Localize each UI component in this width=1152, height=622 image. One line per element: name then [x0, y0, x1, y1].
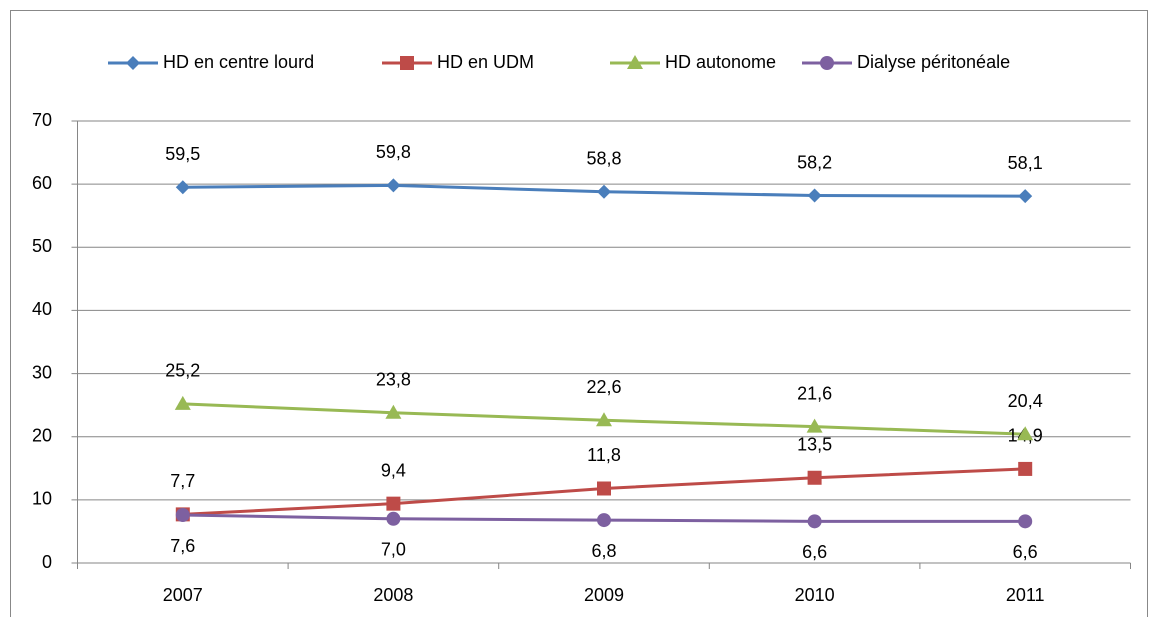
y-tick-label: 70: [32, 110, 52, 130]
data-point: [175, 508, 190, 523]
legend-label: HD en centre lourd: [163, 52, 314, 72]
y-tick-label: 40: [32, 299, 52, 319]
data-label: 7,7: [170, 471, 195, 491]
data-label: 58,2: [797, 152, 832, 172]
data-point: [596, 412, 612, 427]
data-point: [1017, 426, 1034, 441]
y-tick-label: 0: [42, 552, 52, 572]
data-label: 25,2: [165, 361, 200, 381]
data-point: [386, 178, 401, 193]
y-tick-label: 20: [32, 425, 52, 445]
data-point: [385, 404, 402, 419]
data-point: [597, 481, 611, 496]
data-label: 59,5: [165, 144, 200, 164]
data-label: 58,8: [586, 148, 621, 168]
data-label: 59,8: [376, 142, 411, 162]
data-label: 7,6: [170, 536, 195, 556]
data-label: 11,8: [587, 445, 621, 465]
data-point: [386, 511, 401, 526]
legend-marker: [400, 56, 414, 70]
data-point: [175, 180, 190, 195]
data-label: 58,1: [1008, 153, 1043, 173]
y-tick-label: 10: [32, 489, 52, 509]
data-point: [174, 395, 191, 410]
x-tick-label: 2007: [163, 585, 203, 605]
y-tick-label: 60: [32, 173, 52, 193]
legend-marker: [820, 56, 834, 70]
y-tick-label: 50: [32, 236, 52, 256]
legend-label: HD en UDM: [437, 52, 534, 72]
legend-marker: [126, 56, 140, 70]
data-point: [807, 188, 822, 203]
data-point: [597, 184, 611, 199]
x-tick-label: 2010: [795, 585, 835, 605]
y-tick-label: 30: [32, 362, 52, 382]
data-point: [806, 418, 823, 433]
x-tick-label: 2008: [373, 585, 413, 605]
data-label: 6,8: [591, 541, 616, 561]
legend-label: HD autonome: [665, 52, 776, 72]
data-label: 13,5: [797, 435, 832, 455]
data-point: [807, 514, 822, 529]
data-point: [807, 470, 822, 485]
legend-marker: [627, 55, 643, 69]
data-point: [1018, 461, 1033, 476]
data-point: [1018, 514, 1033, 529]
data-label: 6,6: [802, 542, 827, 562]
data-label: 7,0: [381, 540, 406, 560]
data-label: 21,6: [797, 383, 832, 403]
data-label: 22,6: [586, 377, 621, 397]
data-point: [386, 496, 401, 511]
data-label: 6,6: [1013, 542, 1038, 562]
data-point: [597, 513, 611, 528]
chart-frame: [10, 10, 1148, 622]
data-label: 23,8: [376, 369, 411, 389]
x-tick-label: 2011: [1006, 585, 1045, 605]
x-tick-label: 2009: [584, 585, 624, 605]
data-point: [1018, 189, 1033, 204]
data-label: 9,4: [381, 460, 406, 480]
data-label: 20,4: [1008, 391, 1043, 411]
legend-label: Dialyse péritonéale: [857, 52, 1010, 72]
